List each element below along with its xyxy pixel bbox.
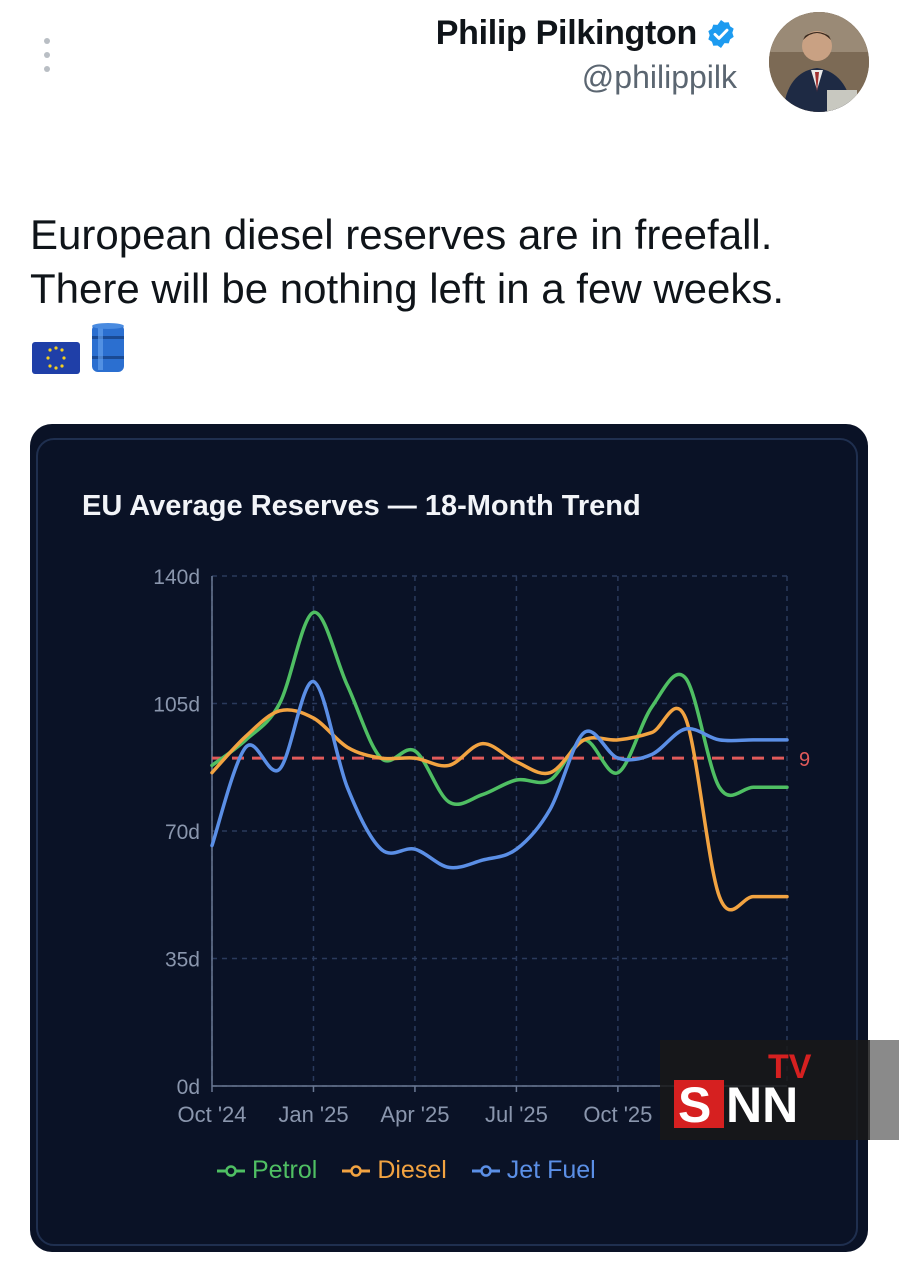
tweet-text: European diesel reserves are in freefall… xyxy=(30,208,880,316)
oil-barrel-icon xyxy=(92,323,124,372)
legend-marker-icon xyxy=(217,1164,245,1177)
watermark-nn: NN xyxy=(726,1077,798,1133)
legend-item-diesel[interactable]: Diesel xyxy=(341,1156,447,1185)
watermark-s: S xyxy=(678,1077,711,1133)
x-tick-label: Jul '25 xyxy=(485,1102,548,1127)
line-chart: 0d 35d 70d 105d 140d Oct '24 Jan '25 Apr '25 Jul… xyxy=(153,566,810,1127)
author-handle[interactable]: @philippilk xyxy=(581,59,737,95)
series-line-diesel xyxy=(210,706,789,912)
series-line-jet-fuel xyxy=(210,679,789,870)
legend-item-petrol[interactable]: Petrol xyxy=(216,1156,317,1185)
threshold-label: 9 xyxy=(799,749,810,771)
snn-tv-watermark: TV S NN xyxy=(660,1040,899,1140)
x-tick-label: Oct '24 xyxy=(177,1102,246,1127)
watermark-tv: TV xyxy=(768,1048,812,1086)
avatar[interactable] xyxy=(769,12,869,112)
legend-label: Jet Fuel xyxy=(506,1156,596,1184)
verified-badge-icon xyxy=(708,19,734,48)
y-tick-label: 35d xyxy=(165,949,200,972)
x-tick-label: Jan '25 xyxy=(278,1102,348,1127)
emoji-row xyxy=(32,322,126,374)
legend-marker-icon xyxy=(342,1164,371,1177)
tweet-line-1: European diesel reserves are in freefall… xyxy=(30,211,773,258)
chart-legend: Petrol Diesel Jet Fuel xyxy=(216,1156,596,1185)
chart-title: EU Average Reserves — 18-Month Trend xyxy=(82,490,641,522)
legend-item-jet-fuel[interactable]: Jet Fuel xyxy=(471,1156,596,1185)
author-name[interactable]: Philip Pilkington xyxy=(435,14,698,52)
legend-label: Diesel xyxy=(377,1156,447,1184)
y-tick-label: 105d xyxy=(153,694,200,717)
series-line-petrol xyxy=(210,610,789,807)
x-tick-label: Apr '25 xyxy=(380,1102,449,1127)
eu-flag-icon xyxy=(32,342,80,374)
legend-label: Petrol xyxy=(252,1156,318,1184)
legend-marker-icon xyxy=(471,1164,500,1177)
y-tick-label: 140d xyxy=(153,566,200,589)
y-tick-label: 0d xyxy=(177,1076,200,1099)
author-block[interactable]: Philip Pilkington @philippilk xyxy=(436,14,737,96)
y-tick-label: 70d xyxy=(165,821,200,844)
watermark-edge xyxy=(870,1040,899,1140)
snn-logo-icon: TV S NN xyxy=(674,1048,812,1133)
x-tick-label: Oct '25 xyxy=(583,1102,652,1127)
avatar-photo-icon xyxy=(769,12,869,112)
chart-frame xyxy=(36,438,858,1246)
tweet-line-2: There will be nothing left in a few week… xyxy=(30,265,785,312)
more-options-icon[interactable] xyxy=(40,38,54,72)
